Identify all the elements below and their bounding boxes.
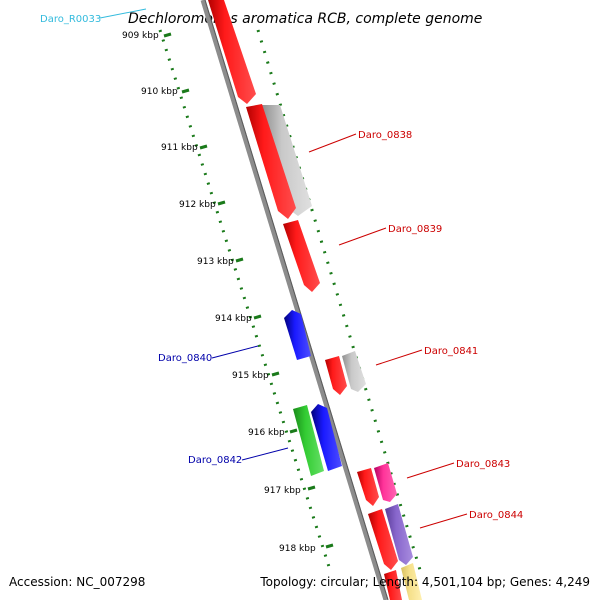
gene-label-daro-0844[interactable]: Daro_0844 bbox=[469, 510, 523, 521]
tick-label: 915 kbp bbox=[232, 371, 269, 381]
gene-feature-daro-0839[interactable] bbox=[283, 220, 320, 292]
tick-mark bbox=[307, 485, 316, 491]
gene-label-daro-0840[interactable]: Daro_0840 bbox=[158, 353, 212, 364]
gene-feature[interactable] bbox=[401, 563, 422, 600]
gene-feature-daro-0843-pink[interactable] bbox=[374, 463, 397, 502]
gene-feature[interactable] bbox=[384, 570, 402, 600]
tick-label: 916 kbp bbox=[248, 428, 285, 438]
genome-backbone-shadow bbox=[204, 0, 389, 601]
genome-summary-text: Topology: circular; Length: 4,501,104 bp… bbox=[259, 575, 590, 589]
gene-feature-daro-0844-purple[interactable] bbox=[385, 504, 413, 565]
leader-line bbox=[419, 513, 468, 529]
gene-feature-daro-0840[interactable] bbox=[284, 310, 311, 360]
accession-text: Accession: NC_007298 bbox=[9, 575, 145, 589]
tick-mark bbox=[271, 371, 280, 377]
tick-mark bbox=[325, 543, 334, 549]
gene-feature-daro-0841[interactable] bbox=[325, 356, 347, 395]
tick-mark bbox=[163, 32, 172, 38]
tick-mark bbox=[217, 200, 226, 206]
leader-line bbox=[99, 8, 147, 19]
tick-label: 913 kbp bbox=[197, 257, 234, 267]
leader-line bbox=[338, 227, 387, 246]
leader-line bbox=[375, 349, 423, 366]
genome-backbone bbox=[200, 0, 389, 601]
leader-line bbox=[241, 447, 289, 461]
tick-mark bbox=[181, 88, 190, 94]
map-title: Dechloromonas aromatica RCB, complete ge… bbox=[128, 11, 482, 27]
major-ticks bbox=[163, 32, 334, 549]
gene-feature-daro-0842-green[interactable] bbox=[293, 405, 324, 476]
gene-label-daro-r0033[interactable]: Daro_R0033 bbox=[40, 14, 101, 25]
gene-label-daro-0839[interactable]: Daro_0839 bbox=[388, 224, 442, 235]
tick-label: 909 kbp bbox=[122, 31, 159, 41]
leader-line bbox=[406, 462, 455, 479]
leader-line bbox=[211, 345, 259, 359]
tick-mark bbox=[289, 428, 298, 434]
gene-feature-daro-0838[interactable] bbox=[246, 104, 296, 219]
gene-feature-daro-0842[interactable] bbox=[311, 404, 342, 471]
gene-label-daro-0843[interactable]: Daro_0843 bbox=[456, 459, 510, 470]
gene-label-daro-0841[interactable]: Daro_0841 bbox=[424, 346, 478, 357]
gene-feature-daro-0838-homolog[interactable] bbox=[262, 105, 312, 216]
tick-label: 917 kbp bbox=[264, 486, 301, 496]
tick-label: 910 kbp bbox=[141, 87, 178, 97]
tick-label: 912 kbp bbox=[179, 200, 216, 210]
gene-feature-daro-0844[interactable] bbox=[368, 509, 398, 570]
gene-feature[interactable] bbox=[208, 0, 256, 104]
inner-tick-ring bbox=[158, 29, 332, 571]
tick-mark bbox=[199, 144, 208, 150]
gene-label-daro-0838[interactable]: Daro_0838 bbox=[358, 130, 412, 141]
tick-label: 911 kbp bbox=[161, 143, 198, 153]
gene-label-daro-0842[interactable]: Daro_0842 bbox=[188, 455, 242, 466]
tick-mark bbox=[235, 257, 244, 263]
tick-mark bbox=[253, 314, 262, 320]
gene-feature-daro-0843[interactable] bbox=[357, 468, 379, 506]
tick-label: 918 kbp bbox=[279, 544, 316, 554]
leader-line bbox=[308, 133, 357, 153]
tick-label: 914 kbp bbox=[215, 314, 252, 324]
gene-feature-daro-0841-homolog[interactable] bbox=[342, 351, 366, 392]
